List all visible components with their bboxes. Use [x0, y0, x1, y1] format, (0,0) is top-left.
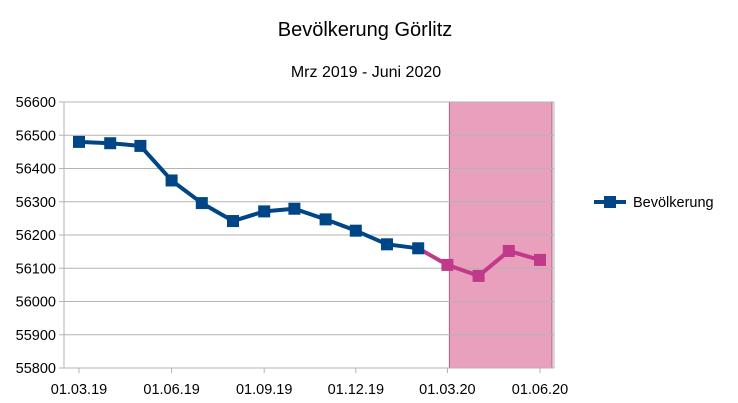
data-point — [441, 258, 454, 271]
data-point — [349, 224, 362, 237]
y-tick-label: 56000 — [16, 295, 56, 311]
data-point — [534, 253, 546, 266]
y-tick-label: 56600 — [16, 95, 56, 111]
x-tick-label: 01.06.20 — [512, 382, 568, 398]
data-point — [134, 139, 147, 152]
y-tick-label: 56300 — [16, 195, 56, 211]
data-point — [195, 197, 208, 210]
y-tick-label: 56200 — [16, 228, 56, 244]
legend: Bevölkerung — [594, 195, 714, 211]
x-tick-label: 01.12.19 — [328, 382, 384, 398]
data-point — [319, 213, 332, 226]
data-point — [165, 174, 178, 187]
y-tick-label: 56500 — [16, 128, 56, 144]
data-point — [472, 269, 485, 282]
data-point — [104, 137, 117, 150]
x-tick-label: 01.03.19 — [51, 382, 107, 398]
data-point — [381, 238, 394, 251]
series-bevoelkerung — [73, 135, 546, 282]
y-tick-label: 55900 — [16, 328, 56, 344]
x-tick-label: 01.03.20 — [419, 382, 475, 398]
data-point — [258, 205, 271, 218]
y-tick-label: 56400 — [16, 162, 56, 178]
x-tick-label: 01.09.19 — [236, 382, 292, 398]
legend-label: Bevölkerung — [633, 195, 714, 211]
legend-marker — [604, 196, 616, 208]
data-point — [502, 244, 515, 257]
y-axis: 55800 55900 56000 56100 56200 56300 56400 56500… — [16, 95, 64, 377]
data-point — [73, 135, 85, 148]
data-point — [288, 202, 301, 215]
y-tick-label: 55800 — [16, 361, 56, 377]
x-tick-label: 01.06.19 — [143, 382, 199, 398]
data-point — [227, 215, 240, 228]
y-tick-label: 56100 — [16, 261, 56, 277]
data-point — [412, 242, 425, 255]
chart-subtitle: Mrz 2019 - Juni 2020 — [291, 64, 441, 81]
chart-title: Bevölkerung Görlitz — [278, 19, 453, 41]
x-axis: 01.03.19 01.06.19 01.09.19 01.12.19 01.03.20… — [51, 368, 568, 398]
